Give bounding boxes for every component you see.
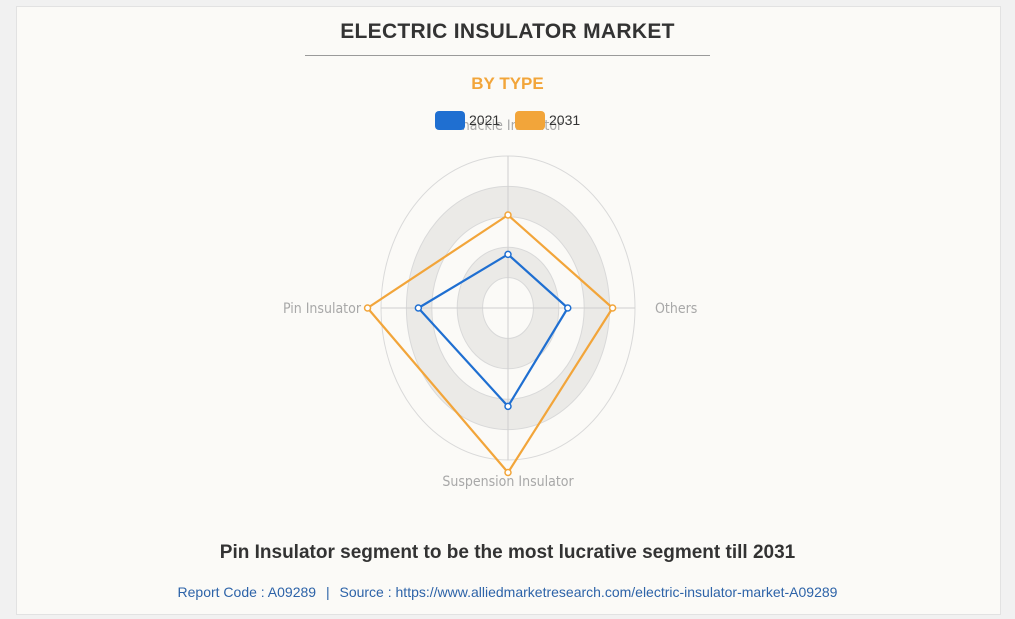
radar-series bbox=[363, 211, 617, 477]
source-separator: | bbox=[325, 584, 330, 600]
data-point bbox=[504, 211, 512, 219]
chart-subtitle: BY TYPE bbox=[471, 74, 544, 93]
axis-label: Pin Insulator bbox=[283, 301, 362, 317]
source-link[interactable]: Source : https://www.alliedmarketresearc… bbox=[339, 584, 838, 600]
legend-label: 2021 bbox=[469, 112, 500, 128]
data-point bbox=[564, 304, 572, 312]
source-line: Report Code : A09289 | Source : https://… bbox=[0, 584, 1015, 600]
report-code: Report Code : A09289 bbox=[177, 584, 317, 600]
legend-swatch bbox=[515, 111, 545, 130]
legend-swatch bbox=[435, 111, 465, 130]
chart-caption: Pin Insulator segment to be the most luc… bbox=[219, 542, 796, 563]
data-point bbox=[363, 304, 372, 312]
legend-label: 2031 bbox=[549, 112, 580, 128]
data-point bbox=[414, 304, 423, 312]
chart-legend: 2021 2031 bbox=[435, 111, 580, 130]
data-point bbox=[504, 468, 512, 477]
title-divider bbox=[305, 55, 710, 56]
data-point bbox=[608, 304, 617, 312]
data-point bbox=[504, 250, 512, 259]
series-2021 bbox=[414, 250, 572, 411]
data-point bbox=[504, 402, 512, 411]
page-title: ELECTRIC INSULATOR MARKET bbox=[340, 20, 675, 43]
radar-grid bbox=[380, 155, 636, 461]
axis-label: Others bbox=[655, 301, 697, 317]
axis-label: Suspension Insulator bbox=[442, 474, 574, 490]
series-2031 bbox=[363, 211, 617, 477]
